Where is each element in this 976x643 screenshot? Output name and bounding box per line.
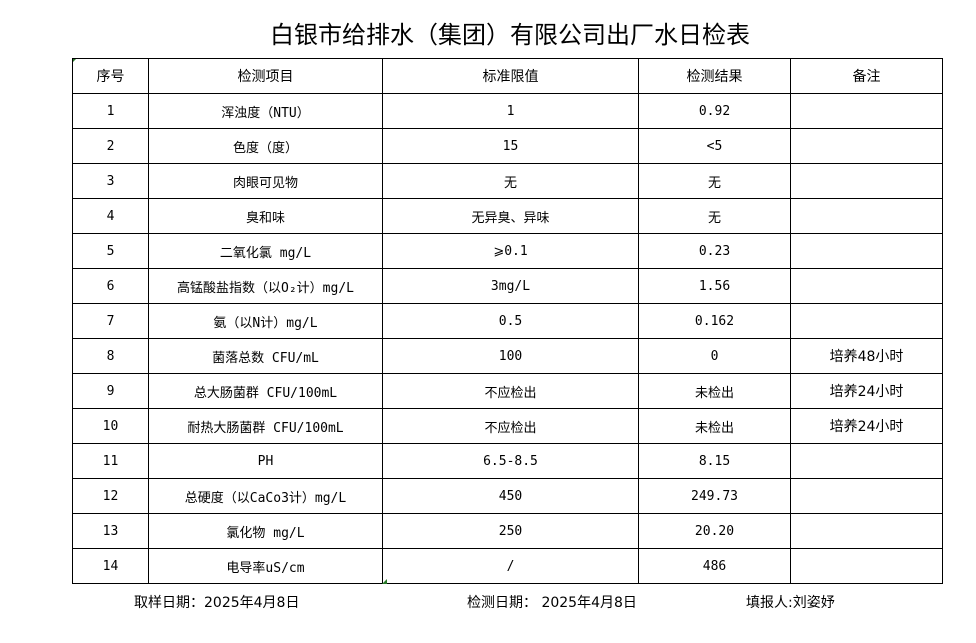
test-result[interactable]: 0.23 xyxy=(638,233,791,269)
test-item[interactable]: 色度（度） xyxy=(148,128,383,164)
table-row: 14 电导率uS/cm/486 xyxy=(72,548,943,584)
table-row: 12 总硬度（以CaCo3计）mg/L 450 249.73 xyxy=(72,478,943,514)
test-result[interactable]: 20.20 xyxy=(638,513,791,549)
test-item[interactable]: 浑浊度（NTU） xyxy=(148,93,383,129)
table-row: 11 PH 6.5-8.5 8.15 xyxy=(72,443,943,479)
column-header: 检测项目 xyxy=(148,58,383,94)
standard-limit[interactable]: 不应检出 xyxy=(382,408,639,444)
test-item[interactable]: 臭和味 xyxy=(148,198,383,234)
reporter: 填报人:刘姿妤 xyxy=(746,595,835,611)
table-row: 6 高锰酸盐指数（以O₂计）mg/L 3mg/L 1.56 xyxy=(72,268,943,304)
table-row: 8 菌落总数 CFU/mL 100 0 培养48小时 xyxy=(72,338,943,374)
test-result[interactable]: <5 xyxy=(638,128,791,164)
table-row: 7 氨（以N计）mg/L 0.5 0.162 xyxy=(72,303,943,339)
table-row: 10 耐热大肠菌群 CFU/100mL 不应检出 未检出 培养24小时 xyxy=(72,408,943,444)
table-row: 5 二氧化氯 mg/L ⩾0.1 0.23 xyxy=(72,233,943,269)
test-item[interactable]: 耐热大肠菌群 CFU/100mL xyxy=(148,408,383,444)
test-result[interactable]: 0.162 xyxy=(638,303,791,339)
column-header: 序号 xyxy=(72,58,149,94)
test-item[interactable]: 二氧化氯 mg/L xyxy=(148,233,383,269)
remark[interactable] xyxy=(790,198,943,234)
standard-limit[interactable]: 3mg/L xyxy=(382,268,639,304)
row-number[interactable]: 8 xyxy=(72,338,149,374)
remark[interactable] xyxy=(790,93,943,129)
standard-limit[interactable]: 15 xyxy=(382,128,639,164)
test-result[interactable]: 8.15 xyxy=(638,443,791,479)
test-item[interactable]: 氯化物 mg/L xyxy=(148,513,383,549)
standard-limit[interactable]: 450 xyxy=(382,478,639,514)
test-item[interactable]: 总硬度（以CaCo3计）mg/L xyxy=(148,478,383,514)
row-number[interactable]: 10 xyxy=(72,408,149,444)
remark[interactable]: 培养48小时 xyxy=(790,338,943,374)
row-number[interactable]: 4 xyxy=(72,198,149,234)
page-title: 白银市给排水（集团）有限公司出厂水日检表 xyxy=(270,21,750,49)
remark[interactable] xyxy=(790,303,943,339)
remark[interactable] xyxy=(790,513,943,549)
table-row: 1 浑浊度（NTU） 1 0.92 xyxy=(72,93,943,129)
row-number[interactable]: 14 xyxy=(72,548,149,584)
remark[interactable]: 培养24小时 xyxy=(790,373,943,409)
standard-limit[interactable]: 1 xyxy=(382,93,639,129)
column-header: 检测结果 xyxy=(638,58,791,94)
row-number[interactable]: 2 xyxy=(72,128,149,164)
remark[interactable] xyxy=(790,478,943,514)
standard-limit[interactable]: 无 xyxy=(382,163,639,199)
standard-limit[interactable]: 6.5-8.5 xyxy=(382,443,639,479)
standard-limit[interactable]: 无异臭、异味 xyxy=(382,198,639,234)
row-number[interactable]: 3 xyxy=(72,163,149,199)
test-item[interactable]: 电导率uS/cm xyxy=(148,548,383,584)
standard-limit[interactable]: ⩾0.1 xyxy=(382,233,639,269)
row-number[interactable]: 9 xyxy=(72,373,149,409)
test-result[interactable]: 未检出 xyxy=(638,373,791,409)
test-result[interactable]: 无 xyxy=(638,198,791,234)
test-date: 检测日期： 2025年4月8日 xyxy=(467,595,637,611)
column-header: 备注 xyxy=(790,58,943,94)
table-row: 13 氯化物 mg/L 250 20.20 xyxy=(72,513,943,549)
row-number[interactable]: 5 xyxy=(72,233,149,269)
cell-marker xyxy=(382,579,387,584)
standard-limit[interactable]: 100 xyxy=(382,338,639,374)
test-result[interactable]: 486 xyxy=(638,548,791,584)
remark[interactable] xyxy=(790,548,943,584)
table-row: 9 总大肠菌群 CFU/100mL 不应检出 未检出 培养24小时 xyxy=(72,373,943,409)
test-result[interactable]: 0.92 xyxy=(638,93,791,129)
header-row: 序号 检测项目 标准限值 检测结果 备注 xyxy=(72,58,943,94)
remark[interactable] xyxy=(790,128,943,164)
test-item[interactable]: 氨（以N计）mg/L xyxy=(148,303,383,339)
test-result[interactable]: 1.56 xyxy=(638,268,791,304)
row-number[interactable]: 6 xyxy=(72,268,149,304)
remark[interactable] xyxy=(790,443,943,479)
test-item[interactable]: 高锰酸盐指数（以O₂计）mg/L xyxy=(148,268,383,304)
test-result[interactable]: 0 xyxy=(638,338,791,374)
table-row: 2 色度（度） 15 <5 xyxy=(72,128,943,164)
table-row: 3 肉眼可见物无无 xyxy=(72,163,943,199)
remark[interactable] xyxy=(790,233,943,269)
column-header: 标准限值 xyxy=(382,58,639,94)
remark[interactable] xyxy=(790,268,943,304)
test-item[interactable]: 总大肠菌群 CFU/100mL xyxy=(148,373,383,409)
test-result[interactable]: 无 xyxy=(638,163,791,199)
test-item[interactable]: PH xyxy=(148,443,383,479)
row-number[interactable]: 1 xyxy=(72,93,149,129)
table-row: 4 臭和味 无异臭、异味无 xyxy=(72,198,943,234)
standard-limit[interactable]: 0.5 xyxy=(382,303,639,339)
row-number[interactable]: 7 xyxy=(72,303,149,339)
standard-limit[interactable]: / xyxy=(382,548,639,584)
inspection-table: 序号 检测项目 标准限值 检测结果 备注 1 浑浊度（NTU） 1 0.92 2 色度（度） 15 <… xyxy=(72,58,943,584)
test-item[interactable]: 肉眼可见物 xyxy=(148,163,383,199)
test-result[interactable]: 未检出 xyxy=(638,408,791,444)
row-number[interactable]: 13 xyxy=(72,513,149,549)
standard-limit[interactable]: 250 xyxy=(382,513,639,549)
row-number[interactable]: 12 xyxy=(72,478,149,514)
remark[interactable]: 培养24小时 xyxy=(790,408,943,444)
standard-limit[interactable]: 不应检出 xyxy=(382,373,639,409)
row-number[interactable]: 11 xyxy=(72,443,149,479)
remark[interactable] xyxy=(790,163,943,199)
test-result[interactable]: 249.73 xyxy=(638,478,791,514)
test-item[interactable]: 菌落总数 CFU/mL xyxy=(148,338,383,374)
sample-date: 取样日期：2025年4月8日 xyxy=(134,595,300,611)
